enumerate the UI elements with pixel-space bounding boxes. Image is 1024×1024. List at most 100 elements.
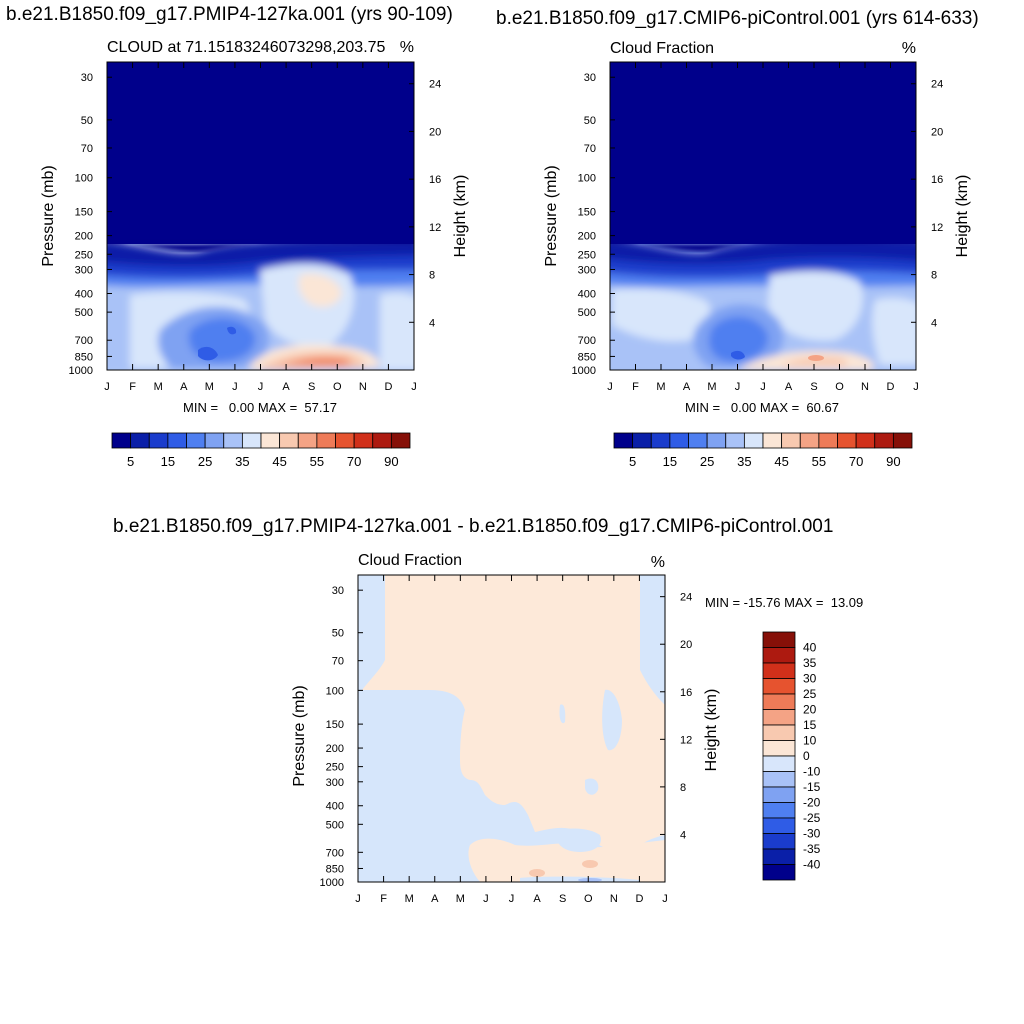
colorbar-swatch — [706, 432, 727, 449]
colorbar-label: -35 — [803, 842, 821, 856]
y-tick-right-label: 16 — [931, 174, 943, 186]
colorbar-swatch — [130, 432, 150, 449]
y-tick-label: 200 — [578, 231, 596, 243]
y-tick-label: 30 — [332, 585, 344, 597]
panel-a-axes: J F M A M J J A S O N D J 30 50 70 100 150 200 250 300 400 500… — [69, 62, 441, 393]
y-tick-label: 850 — [326, 863, 344, 875]
y-tick-label: 50 — [332, 628, 344, 640]
colorbar-swatch — [762, 833, 796, 850]
y-tick-label: 700 — [578, 335, 596, 347]
colorbar-swatch — [762, 755, 796, 772]
y-tick-right-label: 4 — [429, 317, 435, 329]
panel-c-stats: MIN = -15.76 MAX = 13.09 — [705, 595, 863, 610]
figure-title-panel-a: b.e21.B1850.f09_g17.PMIP4-127ka.001 (yrs… — [6, 4, 453, 25]
y-tick-right-label: 16 — [429, 174, 441, 186]
colorbar-label: 15 — [803, 718, 817, 732]
y-tick-label: 200 — [326, 743, 344, 755]
colorbar-label: -30 — [803, 827, 821, 841]
x-tick-label: D — [887, 381, 895, 393]
x-tick-label: A — [683, 381, 691, 393]
x-tick-label: S — [559, 893, 566, 905]
colorbar-swatch — [762, 647, 796, 664]
x-tick-label: O — [584, 893, 593, 905]
x-tick-label: D — [384, 381, 392, 393]
panel-c-subtitle-right: % — [651, 554, 665, 571]
y-tick-label: 400 — [326, 801, 344, 813]
panel-a-colorbar: 5 15 25 35 45 55 70 90 — [111, 432, 411, 469]
y-tick-label: 50 — [81, 115, 93, 127]
x-tick-label: A — [180, 381, 188, 393]
y-tick-label: 30 — [584, 72, 596, 84]
colorbar-swatch — [762, 631, 796, 648]
x-tick-label: J — [483, 893, 489, 905]
colorbar-label: 5 — [127, 454, 134, 469]
panel-b-stats: MIN = 0.00 MAX = 60.67 — [685, 400, 839, 415]
y-tick-label: 700 — [75, 335, 93, 347]
x-tick-label: O — [333, 381, 342, 393]
colorbar-swatch — [186, 432, 206, 449]
panel-a-contour-field — [107, 62, 414, 370]
x-tick-label: O — [835, 381, 844, 393]
panel-b-ylabel-right: Height (km) — [954, 175, 971, 258]
y-tick-label: 150 — [75, 207, 93, 219]
y-tick-label: 50 — [584, 115, 596, 127]
colorbar-label: 30 — [803, 672, 817, 686]
y-tick-label: 1000 — [572, 365, 596, 377]
colorbar-swatch — [762, 771, 796, 788]
y-tick-right-label: 12 — [931, 222, 943, 234]
colorbar-label: 25 — [700, 454, 714, 469]
colorbar-label: 5 — [629, 454, 636, 469]
x-tick-label: J — [258, 381, 264, 393]
colorbar-swatch — [818, 432, 838, 449]
y-tick-label: 30 — [81, 72, 93, 84]
colorbar-swatch — [167, 432, 187, 449]
colorbar-swatch — [855, 432, 876, 449]
colorbar-swatch — [688, 432, 708, 449]
y-tick-label: 500 — [578, 307, 596, 319]
colorbar-swatch — [204, 432, 225, 449]
colorbar-swatch — [892, 432, 913, 449]
colorbar-swatch — [743, 432, 764, 449]
x-tick-label: A — [533, 893, 541, 905]
colorbar-swatch — [613, 432, 634, 449]
y-tick-label: 150 — [578, 207, 596, 219]
y-tick-label: 250 — [578, 249, 596, 261]
y-tick-right-label: 4 — [680, 829, 686, 841]
y-tick-label: 400 — [578, 288, 596, 300]
y-tick-label: 500 — [326, 819, 344, 831]
y-tick-label: 500 — [75, 307, 93, 319]
panel-a: J F M A M J J A S O N D J 30 50 70 100 150 200 250 300 400 500… — [40, 39, 469, 469]
y-tick-label: 1000 — [320, 877, 344, 889]
colorbar-swatch — [223, 432, 243, 449]
x-tick-label: M — [707, 381, 716, 393]
panel-b-axes: J F M A M J J A S O N D J 30 50 70 100 150 200 250 300 400 500… — [572, 62, 943, 393]
x-tick-label: F — [380, 893, 387, 905]
x-tick-label: M — [405, 893, 414, 905]
y-tick-right-label: 12 — [429, 222, 441, 234]
x-tick-label: N — [359, 381, 367, 393]
x-tick-label: M — [205, 381, 214, 393]
colorbar-label: 70 — [849, 454, 863, 469]
y-tick-label: 100 — [578, 173, 596, 185]
panel-a-ylabel-right: Height (km) — [452, 175, 469, 258]
y-tick-label: 150 — [326, 719, 344, 731]
colorbar-swatch — [372, 432, 392, 449]
colorbar-swatch — [762, 724, 796, 741]
x-tick-label: M — [154, 381, 163, 393]
colorbar-swatch — [762, 864, 796, 881]
x-tick-label: A — [282, 381, 290, 393]
colorbar-label: 90 — [384, 454, 398, 469]
colorbar-label: 45 — [774, 454, 788, 469]
colorbar-label: -10 — [803, 765, 821, 779]
y-tick-label: 850 — [578, 351, 596, 363]
colorbar-label: 15 — [161, 454, 175, 469]
colorbar-swatch — [260, 432, 281, 449]
y-tick-label: 200 — [75, 231, 93, 243]
panel-c-axes: J F M A M J J A S O N D J 30 50 70 100 150 200 250 300 400 500… — [320, 575, 692, 905]
colorbar-label: 70 — [347, 454, 361, 469]
x-tick-label: S — [810, 381, 817, 393]
y-tick-right-label: 8 — [931, 270, 937, 282]
colorbar-swatch — [279, 432, 299, 449]
y-tick-label: 300 — [326, 777, 344, 789]
